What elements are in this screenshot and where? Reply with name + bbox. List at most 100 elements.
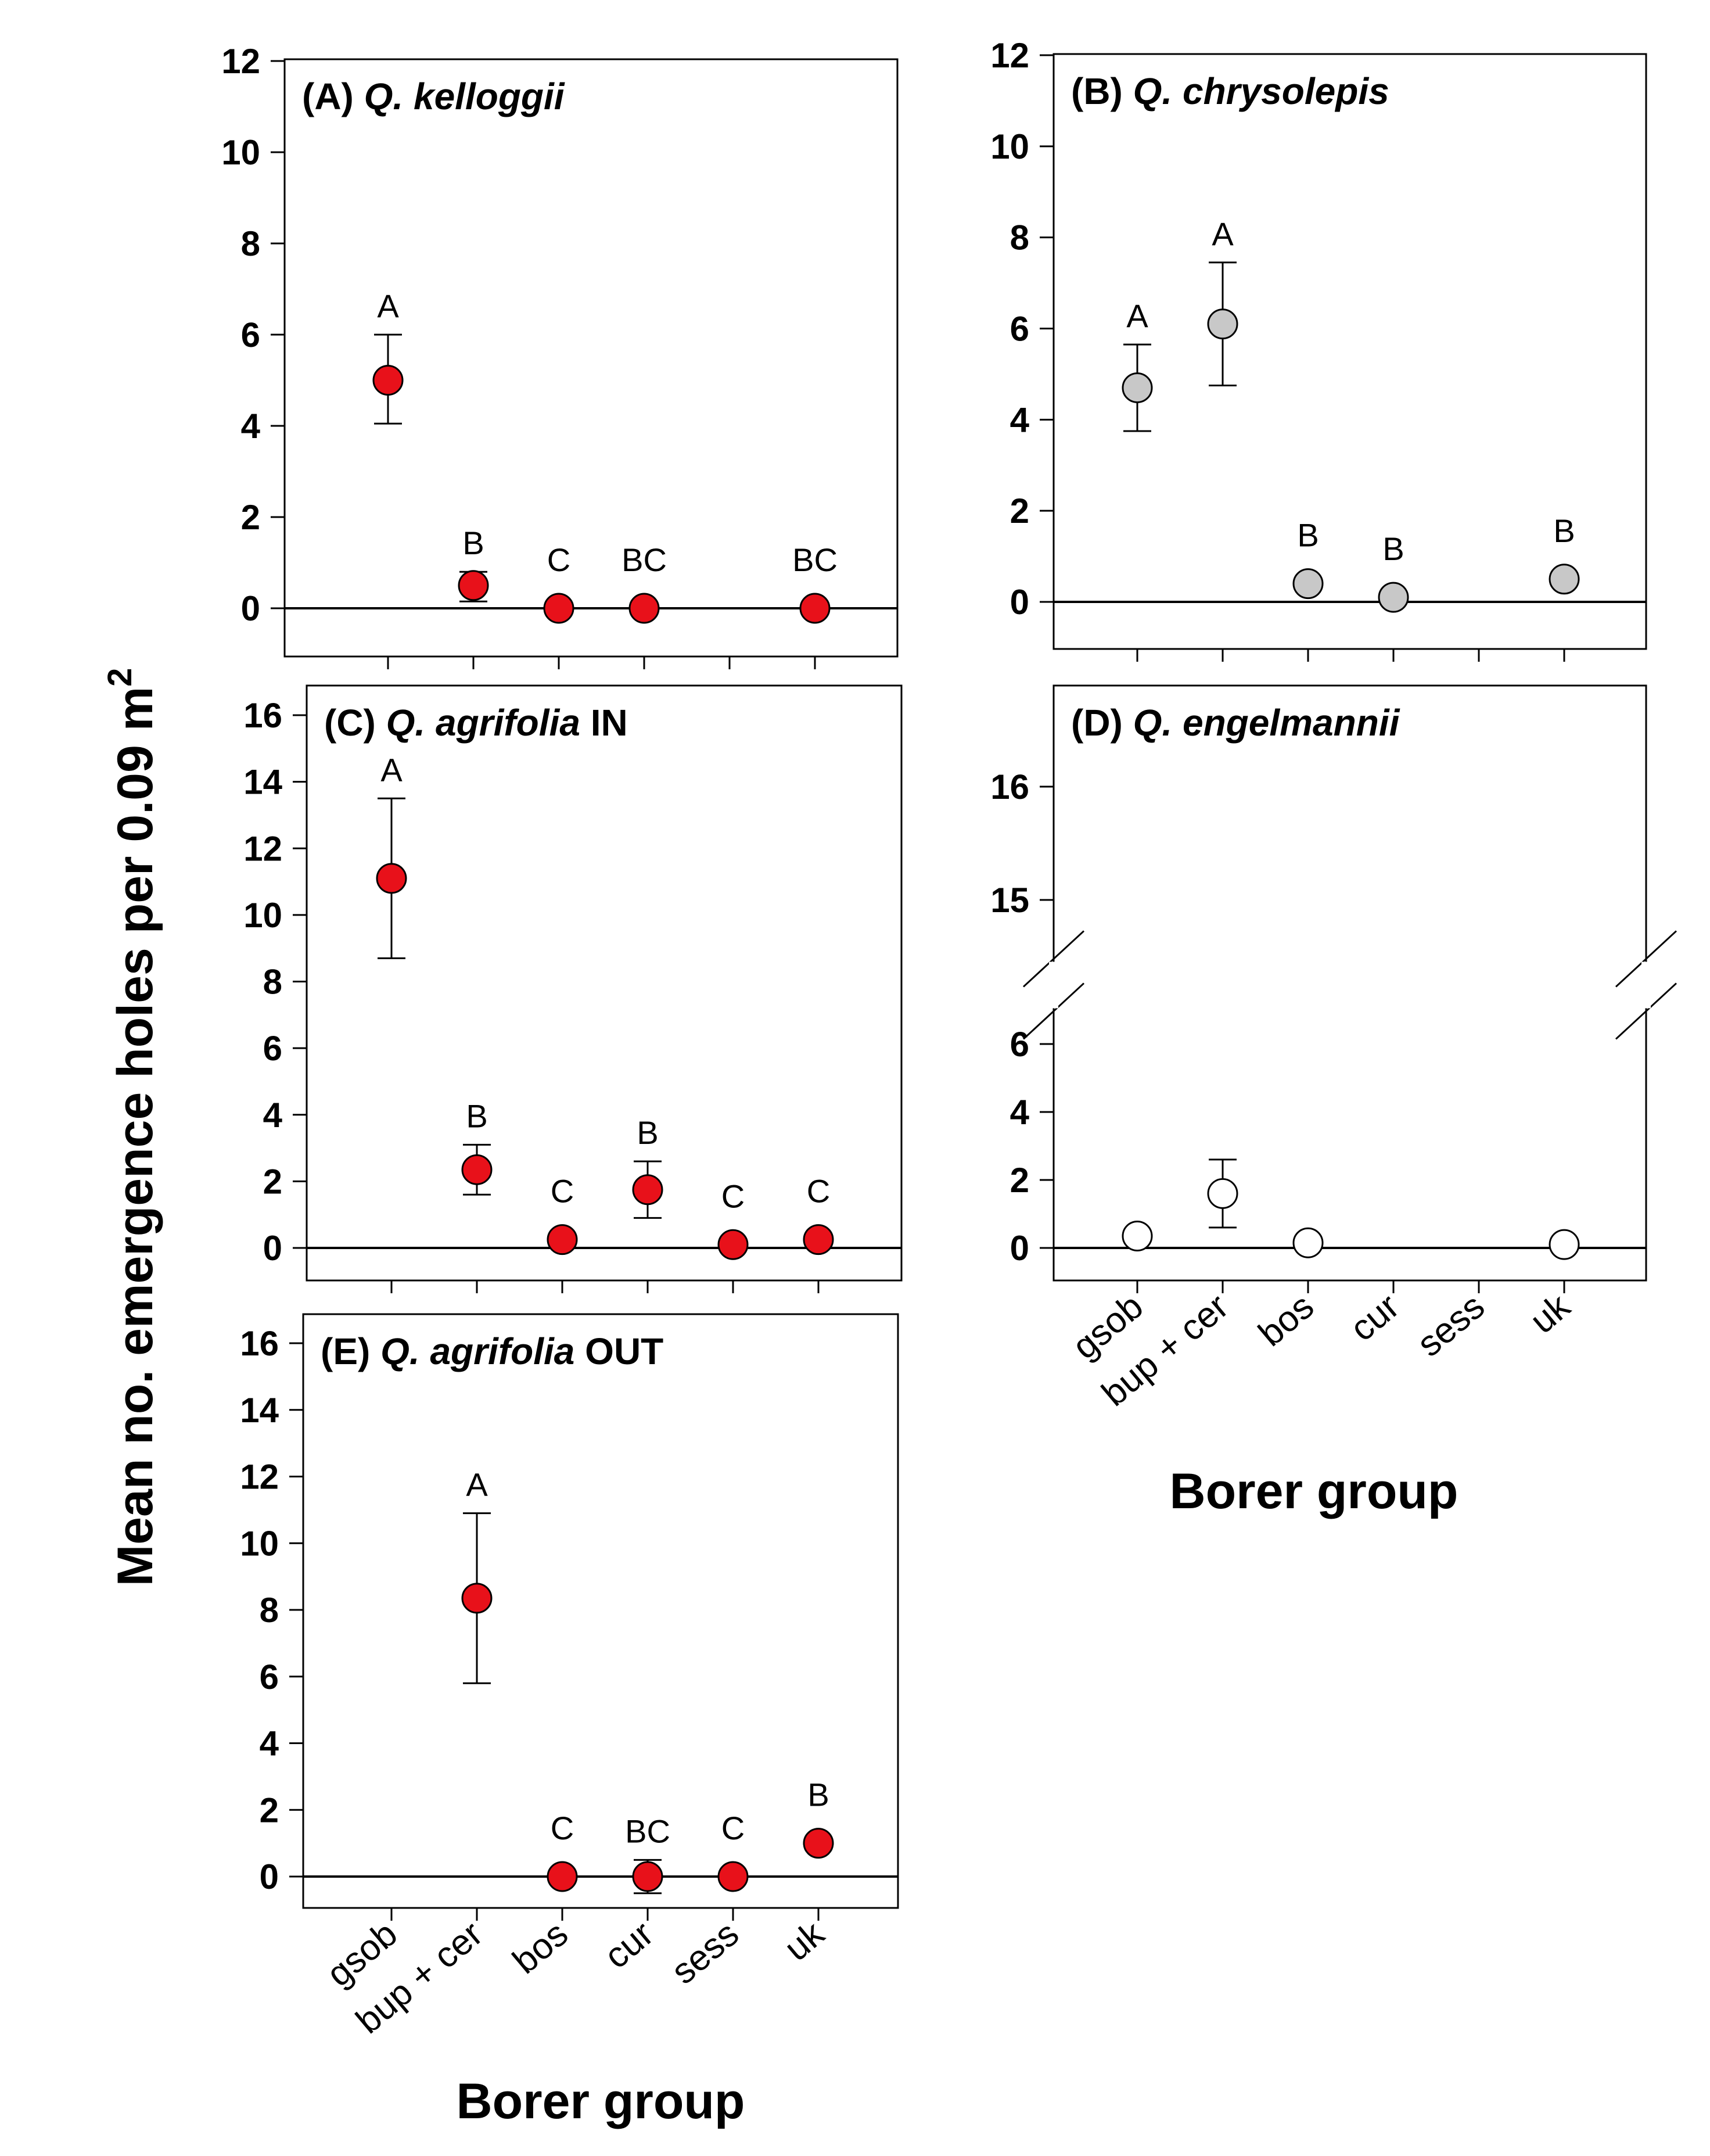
axis-break-gap xyxy=(1641,962,1651,1009)
panel-title-species: Q. agrifolia xyxy=(380,1330,574,1372)
plot-frame xyxy=(302,1313,899,1909)
data-point xyxy=(632,1861,663,1892)
significance-letter: BC xyxy=(792,541,838,578)
axis-break-mark xyxy=(1022,930,1085,988)
y-tick-label: 12 xyxy=(240,1458,279,1497)
data-point xyxy=(547,1861,578,1892)
data-point xyxy=(1207,1178,1238,1209)
panel-title-species: Q. chrysolepis xyxy=(1133,70,1389,112)
plot-frame xyxy=(306,684,903,1282)
y-tick-label: 2 xyxy=(241,498,260,537)
significance-letter: C xyxy=(551,1810,574,1846)
significance-letter: B xyxy=(462,525,484,561)
data-point xyxy=(717,1229,749,1260)
x-tick-label: cur xyxy=(1343,1286,1407,1349)
y-tick-label: 15 xyxy=(990,881,1029,920)
panel-title: (B) Q. chrysolepis xyxy=(1071,70,1389,112)
data-point xyxy=(458,570,489,601)
significance-letter: BC xyxy=(625,1813,670,1849)
y-tick-label: 2 xyxy=(1010,1161,1029,1200)
data-point xyxy=(1207,308,1238,340)
data-point xyxy=(803,1828,834,1859)
y-tick-label: 0 xyxy=(1010,583,1029,622)
significance-letter: A xyxy=(380,751,403,788)
y-tick-label: 2 xyxy=(1010,492,1029,530)
y-tick-label: 4 xyxy=(1010,400,1030,439)
y-tick-label: 12 xyxy=(243,829,282,868)
significance-letter: B xyxy=(1553,512,1575,549)
y-tick-label: 10 xyxy=(990,127,1029,166)
x-tick-label: bos xyxy=(1251,1286,1321,1354)
y-tick-label: 10 xyxy=(240,1524,279,1563)
y-tick-label: 8 xyxy=(241,224,260,263)
data-point xyxy=(1549,564,1580,595)
data-point xyxy=(1378,582,1409,613)
significance-letter: BC xyxy=(622,541,667,578)
y-axis-title: Mean no. emergence holes per 0.09 m2 xyxy=(101,668,163,1587)
significance-letter: A xyxy=(1212,216,1234,252)
plot-frame xyxy=(1052,53,1647,650)
y-tick-label: 8 xyxy=(263,963,282,1002)
y-tick-label: 2 xyxy=(260,1791,279,1829)
significance-letter: C xyxy=(807,1173,830,1210)
panel-title: (E) Q. agrifolia OUT xyxy=(321,1330,663,1372)
y-tick-label: 10 xyxy=(221,133,260,172)
y-tick-label: 6 xyxy=(1010,310,1029,349)
x-axis-title: Borer group xyxy=(457,2074,745,2129)
y-tick-label: 4 xyxy=(1010,1093,1030,1132)
data-point xyxy=(547,1224,578,1255)
significance-letter: C xyxy=(721,1810,745,1846)
significance-letter: C xyxy=(721,1178,745,1214)
y-tick-label: 0 xyxy=(1010,1229,1029,1268)
y-tick-label: 10 xyxy=(243,896,282,935)
data-point xyxy=(461,1583,493,1614)
panel-title-suffix: OUT xyxy=(574,1330,663,1372)
y-tick-label: 16 xyxy=(240,1324,279,1363)
data-point xyxy=(1549,1229,1580,1260)
y-tick-label: 4 xyxy=(263,1096,283,1135)
significance-letter: B xyxy=(466,1097,487,1134)
plot-frame xyxy=(283,58,899,658)
significance-letter: A xyxy=(1126,297,1148,334)
significance-letter: A xyxy=(377,288,399,324)
axis-break-gap xyxy=(1049,962,1058,1009)
y-tick-label: 0 xyxy=(263,1229,282,1268)
y-tick-label: 2 xyxy=(263,1162,282,1201)
y-tick-label: 14 xyxy=(243,763,282,802)
data-point xyxy=(461,1154,493,1185)
significance-letter: B xyxy=(1297,517,1319,554)
data-point xyxy=(1122,372,1153,403)
plot-frame xyxy=(1052,684,1647,1282)
panel-title-species: Q. engelmannii xyxy=(1133,702,1400,744)
panel-title-label: (D) xyxy=(1071,702,1133,744)
y-tick-label: 6 xyxy=(1010,1025,1029,1064)
y-tick-label: 16 xyxy=(243,696,282,735)
axis-break-mark xyxy=(1615,930,1677,988)
y-tick-label: 12 xyxy=(221,42,260,81)
significance-letter: C xyxy=(551,1173,574,1210)
data-point xyxy=(799,593,831,624)
x-tick-label: uk xyxy=(777,1913,832,1969)
panel-title: (D) Q. engelmannii xyxy=(1071,702,1400,744)
significance-letter: C xyxy=(547,541,570,578)
panel-title-species: Q. agrifolia xyxy=(386,702,580,744)
y-tick-label: 6 xyxy=(260,1658,279,1696)
significance-letter: A xyxy=(466,1466,488,1503)
y-tick-label: 16 xyxy=(990,767,1029,806)
y-tick-label: 4 xyxy=(260,1724,279,1763)
y-axis-title-superscript: 2 xyxy=(101,668,139,687)
panel-title-label: (B) xyxy=(1071,70,1133,112)
panel-title-label: (A) xyxy=(302,76,364,117)
x-axis-title: Borer group xyxy=(1170,1463,1458,1519)
y-axis-title-text: Mean no. emergence holes per 0.09 m xyxy=(107,687,163,1587)
x-tick-label: bos xyxy=(505,1914,576,1982)
x-tick-label: sess xyxy=(1410,1286,1492,1365)
axis-break-mark xyxy=(1022,982,1085,1040)
data-point xyxy=(717,1861,749,1892)
data-point xyxy=(1292,1227,1324,1258)
significance-letter: B xyxy=(637,1114,658,1151)
data-point xyxy=(543,593,574,624)
data-point xyxy=(628,593,660,624)
